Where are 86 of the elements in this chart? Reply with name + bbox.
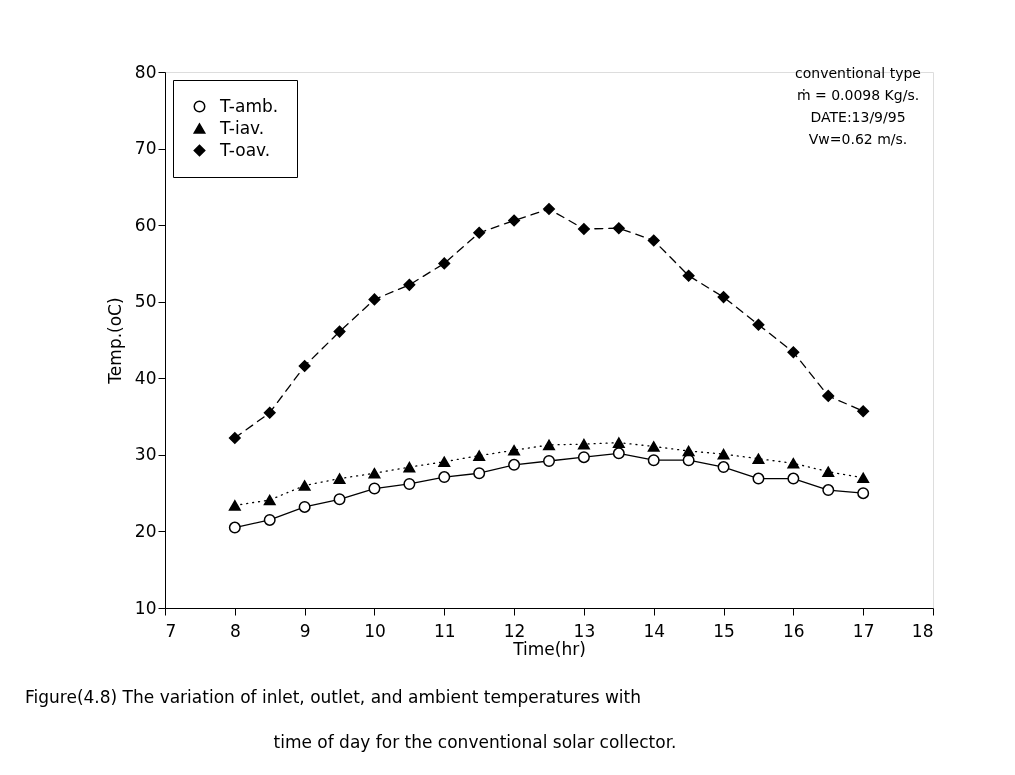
point xyxy=(368,293,381,306)
point xyxy=(263,406,276,419)
annotation: conventional type xyxy=(795,65,921,81)
point xyxy=(857,487,870,500)
point xyxy=(508,214,521,227)
y-tick-label: 80 xyxy=(134,61,157,82)
point xyxy=(543,455,555,467)
point xyxy=(682,445,695,457)
y-tick-label: 20 xyxy=(134,520,157,541)
point xyxy=(438,471,451,484)
x-tick-label: 16 xyxy=(783,620,805,641)
y-axis-title: Temp.(oC) xyxy=(104,297,125,385)
point xyxy=(403,477,416,490)
point xyxy=(403,278,416,291)
point xyxy=(752,318,765,331)
legend-label: T-iav. xyxy=(219,117,265,138)
x-tick-label: 13 xyxy=(573,620,596,641)
point xyxy=(787,346,800,359)
point xyxy=(612,437,625,448)
point xyxy=(647,454,660,467)
point xyxy=(822,484,835,497)
point xyxy=(682,269,695,282)
point xyxy=(822,389,835,402)
point xyxy=(333,325,346,338)
point xyxy=(263,494,276,506)
point xyxy=(787,457,800,469)
legend-label: T-oav. xyxy=(219,139,271,160)
point xyxy=(228,521,241,534)
x-tick-label: 15 xyxy=(713,620,735,641)
point xyxy=(577,222,590,235)
point xyxy=(717,291,730,304)
point xyxy=(298,500,311,513)
point xyxy=(577,451,590,464)
x-tick-label: 10 xyxy=(364,620,386,641)
text: Figure(4.8) The variation of inlet, outlet, and ambient temperatures with time of day for the conventional solar collector. xyxy=(25,687,677,752)
point xyxy=(717,448,730,460)
x-tick-label: 9 xyxy=(299,620,311,641)
point xyxy=(577,438,590,450)
point xyxy=(228,500,241,511)
annotation: ṁ = 0.0098 Kg/s. xyxy=(796,87,920,103)
x-tick-label: 11 xyxy=(433,620,456,641)
point xyxy=(438,257,451,270)
point xyxy=(368,482,381,495)
point xyxy=(508,458,521,471)
point xyxy=(647,234,660,247)
point xyxy=(612,222,625,235)
x-tick-label: 12 xyxy=(503,620,526,641)
x-tick-label: 17 xyxy=(852,620,875,641)
point xyxy=(473,450,486,461)
point xyxy=(543,439,555,451)
point xyxy=(647,441,660,452)
legend-label: T-amb. xyxy=(219,95,279,116)
point xyxy=(857,405,870,418)
point xyxy=(333,493,346,506)
annotation: Vw=0.62 m/s. xyxy=(808,131,908,147)
x-tick-label: 14 xyxy=(643,620,666,641)
point xyxy=(298,480,311,491)
y-tick-label: 50 xyxy=(134,291,157,312)
point xyxy=(263,513,276,526)
point xyxy=(333,473,346,484)
point xyxy=(612,447,625,460)
point xyxy=(857,472,870,484)
point xyxy=(438,456,451,468)
y-tick-label: 60 xyxy=(134,214,157,235)
point xyxy=(717,461,730,474)
point xyxy=(473,226,486,239)
point xyxy=(298,360,311,373)
x-axis-title: Time(hr) xyxy=(512,638,586,659)
point xyxy=(752,472,765,485)
point xyxy=(543,203,555,216)
point xyxy=(752,453,765,464)
point xyxy=(822,466,835,477)
point xyxy=(473,467,486,480)
y-tick-label: 30 xyxy=(134,444,157,465)
y-tick-label: 10 xyxy=(134,597,157,618)
y-tick-label: 70 xyxy=(134,138,157,159)
y-tick-label: 40 xyxy=(134,367,157,388)
annotation: DATE:13/9/95 xyxy=(810,109,906,125)
point xyxy=(508,444,521,456)
point xyxy=(368,467,381,479)
point xyxy=(228,432,241,445)
x-tick-label: 7 xyxy=(165,620,177,641)
point xyxy=(403,461,416,473)
x-tick-label: 18 xyxy=(911,620,934,641)
x-tick-label: 8 xyxy=(229,620,241,641)
point xyxy=(787,472,800,485)
